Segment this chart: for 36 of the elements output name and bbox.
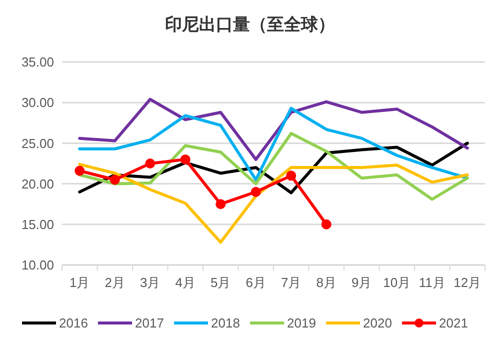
y-tick-label: 25.00 xyxy=(21,136,54,151)
x-tick-label: 6月 xyxy=(246,275,266,290)
chart-title: 印尼出口量（至全球） xyxy=(165,15,335,34)
point xyxy=(321,219,332,230)
x-tick-label: 3月 xyxy=(140,275,160,290)
x-tick-label: 2月 xyxy=(104,275,125,290)
point xyxy=(180,154,190,164)
y-tick-label: 30.00 xyxy=(21,95,54,110)
line-series xyxy=(78,162,469,244)
legend-label: 2021 xyxy=(439,316,468,331)
x-tick-label: 4月 xyxy=(175,275,196,290)
legend-label: 2018 xyxy=(211,316,240,331)
y-tick-label: 35.00 xyxy=(21,54,54,70)
line-series xyxy=(78,106,469,182)
legend-label: 2020 xyxy=(363,316,392,331)
y-tick-label: 15.00 xyxy=(21,216,54,232)
legend-label: 2019 xyxy=(287,316,316,331)
x-tick-label: 9月 xyxy=(352,275,372,290)
y-tick-label: 10.00 xyxy=(21,258,54,273)
legend-label: 2017 xyxy=(135,316,164,331)
point xyxy=(74,166,85,176)
x-tick-label: 7月 xyxy=(281,275,302,290)
x-tick-label: 1月 xyxy=(70,275,90,290)
y-tick-label: 20.00 xyxy=(21,176,54,192)
legend-label: 2016 xyxy=(59,316,88,331)
point xyxy=(250,186,261,197)
x-tick-label: 10月 xyxy=(383,275,411,290)
line-series xyxy=(78,98,469,161)
x-tick-label: 5月 xyxy=(210,275,231,290)
point xyxy=(145,158,156,168)
point xyxy=(286,170,296,181)
point xyxy=(110,174,120,185)
point xyxy=(216,199,226,210)
x-tick-label: 11月 xyxy=(418,275,446,290)
x-tick-label: 8月 xyxy=(316,275,336,290)
x-tick-label: 12月 xyxy=(454,275,482,290)
